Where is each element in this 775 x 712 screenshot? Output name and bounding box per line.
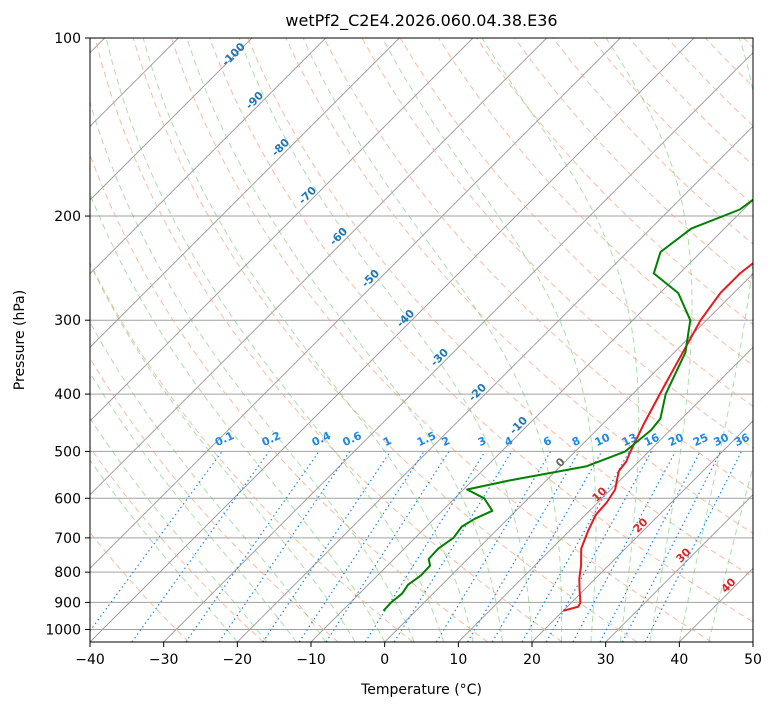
y-tick-label: 700: [54, 531, 81, 547]
y-tick-label: 800: [54, 565, 81, 581]
x-tick-label: −20: [223, 652, 253, 668]
x-tick-label: 0: [380, 652, 389, 668]
y-axis-label: Pressure (hPa): [12, 290, 28, 390]
y-tick-label: 600: [54, 491, 81, 507]
x-tick-label: 40: [670, 652, 688, 668]
y-tick-label: 1000: [45, 622, 81, 638]
y-tick-label: 200: [54, 209, 81, 225]
x-tick-label: 50: [744, 652, 762, 668]
x-tick-label: 30: [597, 652, 615, 668]
x-tick-label: −10: [296, 652, 326, 668]
x-tick-label: 10: [449, 652, 467, 668]
y-tick-label: 100: [54, 31, 81, 47]
y-tick-label: 900: [54, 595, 81, 611]
y-tick-label: 500: [54, 444, 81, 460]
x-tick-label: 20: [523, 652, 541, 668]
y-tick-label: 300: [54, 313, 81, 329]
x-tick-label: −40: [75, 652, 105, 668]
y-tick-label: 400: [54, 387, 81, 403]
x-tick-label: −30: [149, 652, 179, 668]
chart-title: wetPf2_C2E4.2026.060.04.38.E36: [285, 11, 557, 31]
x-axis-label: Temperature (°C): [360, 682, 482, 698]
